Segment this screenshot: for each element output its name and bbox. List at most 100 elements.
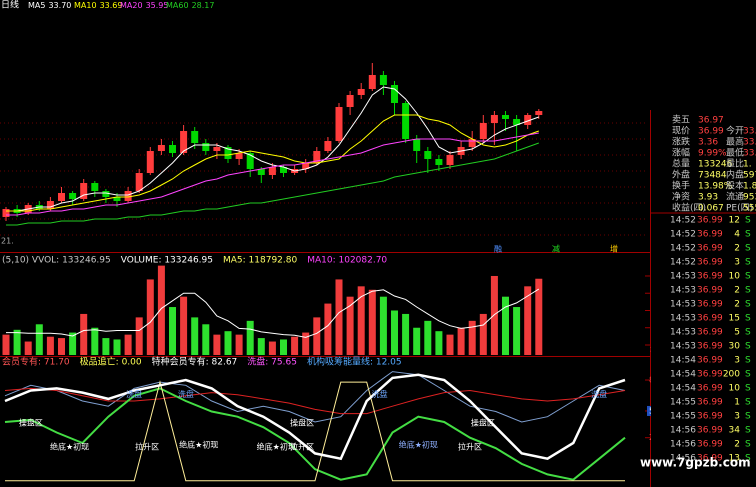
quote-value: 1.81: [743, 182, 756, 192]
price-note: 21.: [1, 237, 14, 246]
candle-body: [157, 145, 165, 151]
tick-price: 36.99: [697, 216, 723, 226]
tick-price: 36.99: [697, 230, 723, 240]
volume-bar: [513, 307, 521, 355]
tick-volume: 10: [729, 384, 741, 394]
volume-bar: [335, 279, 343, 355]
indicator-label: VOLUME: 133246.95: [121, 256, 213, 266]
tick-side: S: [745, 384, 751, 394]
tick-volume: 2: [734, 440, 740, 450]
legend-name: MA5: [28, 1, 45, 10]
volume-bar: [502, 296, 509, 355]
watermark: www.7gpzb.com: [640, 456, 751, 470]
annotation: 拉升区: [290, 442, 314, 452]
candle-body: [2, 209, 10, 217]
annotation: 拉升区: [458, 442, 482, 452]
indicator-label: MA10: 102082.70: [307, 256, 387, 266]
volume-bar: [246, 320, 254, 355]
candle-body: [124, 191, 132, 201]
quote-label: 换手: [672, 180, 690, 192]
legend-name: MA10: [74, 1, 97, 10]
annotation: 绝底★初现: [399, 440, 438, 450]
quote-label: 最低: [726, 147, 744, 159]
candle-body: [302, 163, 310, 169]
quote-value: 1.: [743, 160, 752, 170]
quote-label: 卖五: [672, 115, 690, 126]
volume-bar: [357, 286, 365, 355]
volume-bar: [457, 327, 465, 355]
ma-line: [6, 114, 539, 212]
tick-volume: 34: [729, 426, 741, 436]
tick-price: 36.99: [697, 412, 723, 422]
annotation: 洗盘: [372, 389, 388, 399]
candle-body: [424, 151, 432, 159]
tick-volume: 3: [734, 258, 740, 268]
quote-label: 外盘: [672, 169, 690, 181]
tick-side: S: [745, 412, 751, 422]
tick-time: 14:56: [670, 440, 696, 450]
candle-body: [535, 111, 543, 115]
tick-side: S: [745, 272, 751, 282]
volume-bar: [169, 307, 176, 355]
indicator-line: [4, 387, 626, 415]
candle-body: [246, 153, 254, 169]
quote-bg: [651, 112, 756, 487]
tick-side: S: [745, 216, 751, 226]
volume-bar: [213, 334, 221, 355]
tick-time: 14:53: [670, 272, 696, 282]
candle-body: [413, 139, 421, 151]
quote-label: 涨幅: [672, 147, 690, 159]
quote-value: 133246: [698, 160, 733, 170]
candle-body: [191, 131, 199, 143]
volume-bar: [80, 313, 88, 355]
volume-bar: [535, 278, 543, 355]
tick-time: 14:55: [670, 412, 696, 422]
volume-bar: [402, 313, 410, 355]
annotation: 洗盘: [126, 389, 142, 399]
quote-value: 36.97: [698, 116, 724, 126]
quote-value: 597: [743, 171, 756, 181]
signal-marker: 增: [610, 244, 618, 254]
volume-bar: [58, 338, 65, 355]
tick-time: 14:52: [670, 244, 696, 254]
tick-time: 14:53: [670, 300, 696, 310]
annotation: 绝底★初现: [179, 440, 218, 450]
candle-body: [80, 183, 88, 199]
volume-bar: [413, 327, 421, 355]
annotation: 洗盘: [178, 389, 194, 399]
quote-label: 最高: [726, 136, 744, 148]
indicator-label: 特种会员专有: 82.67: [152, 356, 238, 368]
volume-bar: [91, 327, 99, 355]
volume-bar: [291, 336, 299, 355]
legend-entry: MA5 33.70: [28, 1, 71, 10]
legend-entry: MA20 35.95: [120, 1, 168, 10]
candle-body: [113, 197, 121, 201]
volume-bar: [102, 338, 110, 355]
tick-volume: 10: [729, 272, 741, 282]
tick-price: 36.99: [697, 272, 723, 282]
volume-bar: [224, 331, 232, 355]
tick-price: 36.99: [697, 370, 723, 380]
quote-label: 总量: [672, 158, 690, 170]
volume-bar: [368, 289, 376, 355]
signal-marker: 融: [494, 244, 502, 254]
legend-value: 33.69: [100, 1, 123, 10]
quote-value: 33.: [743, 149, 756, 159]
volume-bar: [202, 324, 210, 355]
tick-price: 36.99: [697, 356, 723, 366]
tick-price: 36.99: [697, 300, 723, 310]
tick-price: 36.99: [697, 454, 723, 464]
quote-value: 3.36: [698, 138, 718, 148]
quote-label: 流通: [726, 191, 744, 203]
tick-side: S: [745, 314, 751, 324]
volume-bar: [113, 339, 121, 355]
indicator-label: MA5: 118792.80: [223, 256, 297, 266]
tick-volume: 13: [729, 454, 740, 464]
ma-line: [6, 132, 539, 216]
volume-bar: [468, 320, 476, 355]
quote-label: 现价: [672, 126, 690, 137]
quote-label: PE(四): [726, 204, 753, 214]
tick-volume: 3: [734, 356, 740, 366]
candle-body: [102, 191, 110, 197]
quote-label: 涨跌: [672, 137, 690, 148]
